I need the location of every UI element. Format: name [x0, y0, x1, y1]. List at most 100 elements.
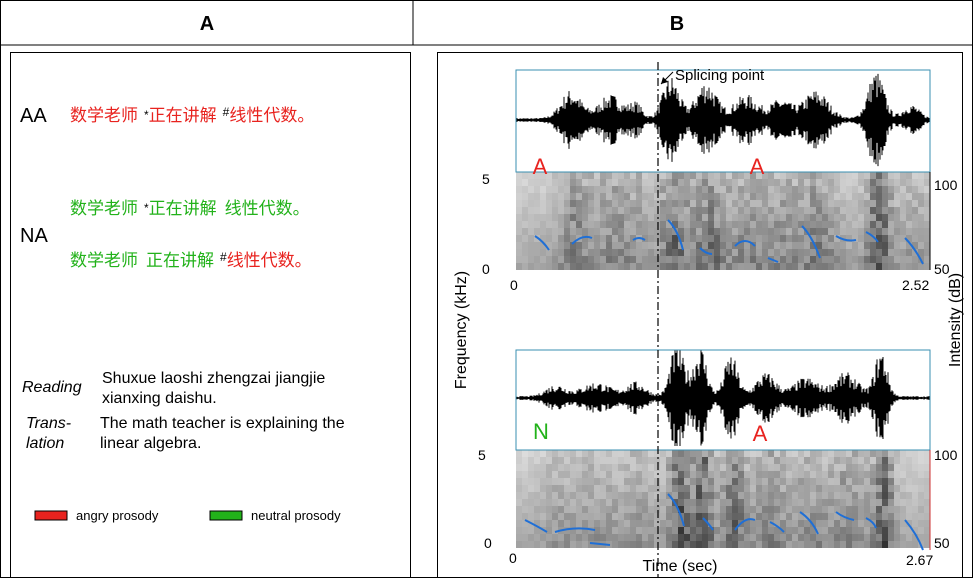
spectrogram-cell — [852, 520, 858, 527]
spectrogram-cell — [522, 506, 528, 513]
spectrogram-cell — [846, 457, 852, 464]
spectrogram-cell — [570, 478, 576, 485]
spectrogram-cell — [744, 478, 750, 485]
spectrogram-cell — [864, 256, 870, 263]
spectrogram-cell — [690, 235, 696, 242]
spectrogram-cell — [576, 228, 582, 235]
spectrogram-cell — [822, 520, 828, 527]
spectrogram-cell — [678, 179, 684, 186]
spectrogram-cell — [786, 214, 792, 221]
pitch-contour — [734, 240, 756, 247]
spectrogram-cell — [864, 221, 870, 228]
spectrogram-cell — [606, 242, 612, 249]
spectrogram-cell — [678, 200, 684, 207]
spectrogram-cell — [630, 457, 636, 464]
spectrogram-cell — [600, 492, 606, 499]
spectrogram-cell — [540, 450, 546, 457]
spectrogram-cell — [894, 450, 900, 457]
spectrogram-cell — [870, 256, 876, 263]
spectrogram-cell — [684, 228, 690, 235]
spectrogram-cell — [816, 471, 822, 478]
spectrogram-cell — [906, 200, 912, 207]
spectrogram-cell — [786, 235, 792, 242]
spectrogram-cell — [750, 520, 756, 527]
spectrogram-cell — [600, 499, 606, 506]
spectrogram-cell — [864, 186, 870, 193]
spectrogram-cell — [906, 186, 912, 193]
spectrogram-cell — [630, 520, 636, 527]
spectrogram-cell — [900, 172, 906, 179]
spectrogram-cell — [552, 471, 558, 478]
spectrogram-cell — [912, 221, 918, 228]
spectrogram-cell — [720, 186, 726, 193]
spectrogram-cell — [792, 513, 798, 520]
spectrogram-cell — [660, 520, 666, 527]
spectrogram-cell — [780, 249, 786, 256]
spectrogram-cell — [894, 464, 900, 471]
spectrogram-cell — [792, 249, 798, 256]
spectrogram-cell — [702, 172, 708, 179]
spectrogram-cell — [858, 214, 864, 221]
spectrogram-cell — [666, 221, 672, 228]
spectrogram-cell — [516, 506, 522, 513]
spectrogram-cell — [708, 492, 714, 499]
spectrogram-cell — [918, 492, 924, 499]
spectrogram-cell — [840, 172, 846, 179]
spectrogram-cell — [756, 541, 762, 548]
spectrogram-cell — [648, 471, 654, 478]
spectrogram-cell — [720, 228, 726, 235]
spectrogram-cell — [852, 457, 858, 464]
marker: * — [144, 108, 149, 122]
spectrogram-cell — [798, 200, 804, 207]
spectrogram-cell — [660, 186, 666, 193]
spectrogram-cell — [762, 478, 768, 485]
spectrogram-cell — [588, 513, 594, 520]
spectrogram-cell — [522, 478, 528, 485]
spectrogram-cell — [846, 263, 852, 270]
spectrogram-cell — [924, 485, 930, 492]
spectrogram-cell — [774, 471, 780, 478]
spectrogram-cell — [606, 506, 612, 513]
spectrogram-cell — [762, 499, 768, 506]
spectrogram-cell — [894, 235, 900, 242]
spectrogram-cell — [708, 527, 714, 534]
spectrogram-cell — [720, 534, 726, 541]
spectrogram-cell — [738, 457, 744, 464]
spectrogram-cell — [654, 193, 660, 200]
spectrogram-cell — [858, 457, 864, 464]
spectrogram-cell — [540, 263, 546, 270]
spectrogram-cell — [666, 450, 672, 457]
spectrogram-cell — [660, 485, 666, 492]
spectrogram-cell — [738, 221, 744, 228]
spectrogram-cell — [792, 221, 798, 228]
spectrogram-cell — [840, 527, 846, 534]
spectrogram-cell — [858, 256, 864, 263]
spectrogram-cell — [852, 485, 858, 492]
spectrogram-cell — [912, 214, 918, 221]
plots — [515, 73, 930, 551]
spectrogram-cell — [756, 534, 762, 541]
spectrogram-cell — [582, 263, 588, 270]
spectrogram-cell — [828, 214, 834, 221]
spectrogram-cell — [636, 179, 642, 186]
spectrogram-cell — [720, 193, 726, 200]
spectrogram-cell — [690, 207, 696, 214]
spectrogram-cell — [690, 249, 696, 256]
spectrogram-cell — [618, 172, 624, 179]
spectrogram-cell — [786, 172, 792, 179]
spectrogram-cell — [708, 235, 714, 242]
segment: 线性代数。 — [225, 199, 310, 218]
spectrogram-cell — [882, 200, 888, 207]
spectrogram-cell — [534, 527, 540, 534]
spectrogram-cell — [906, 193, 912, 200]
spectrogram-cell — [810, 541, 816, 548]
spectrogram-cell — [564, 478, 570, 485]
spectrogram-cell — [630, 499, 636, 506]
spectrogram-cell — [876, 172, 882, 179]
spectrogram-cell — [912, 228, 918, 235]
spectrogram-cell — [726, 214, 732, 221]
spectrogram-cell — [780, 520, 786, 527]
spectrogram-cell — [552, 235, 558, 242]
spectrogram-cell — [582, 457, 588, 464]
spectrogram-cell — [618, 520, 624, 527]
